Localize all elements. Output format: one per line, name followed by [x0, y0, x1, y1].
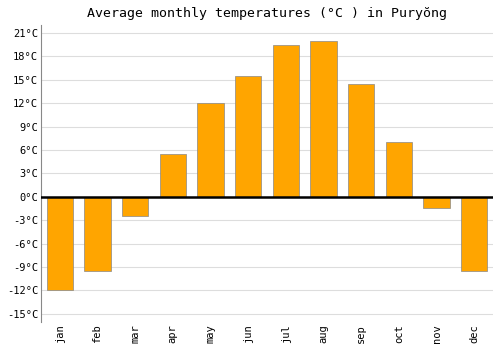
Bar	[160, 154, 186, 197]
Bar	[348, 84, 374, 197]
Bar	[461, 197, 487, 271]
Bar	[122, 197, 148, 216]
Bar	[386, 142, 412, 197]
Bar	[84, 197, 110, 271]
Bar	[424, 197, 450, 209]
Bar	[310, 41, 336, 197]
Bar	[46, 197, 73, 290]
Bar	[235, 76, 262, 197]
Bar	[272, 45, 299, 197]
Title: Average monthly temperatures (°C ) in Puryŏng: Average monthly temperatures (°C ) in Pu…	[87, 7, 447, 20]
Bar	[198, 103, 224, 197]
